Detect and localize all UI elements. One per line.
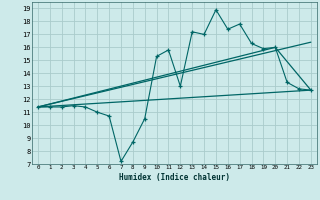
X-axis label: Humidex (Indice chaleur): Humidex (Indice chaleur) — [119, 173, 230, 182]
